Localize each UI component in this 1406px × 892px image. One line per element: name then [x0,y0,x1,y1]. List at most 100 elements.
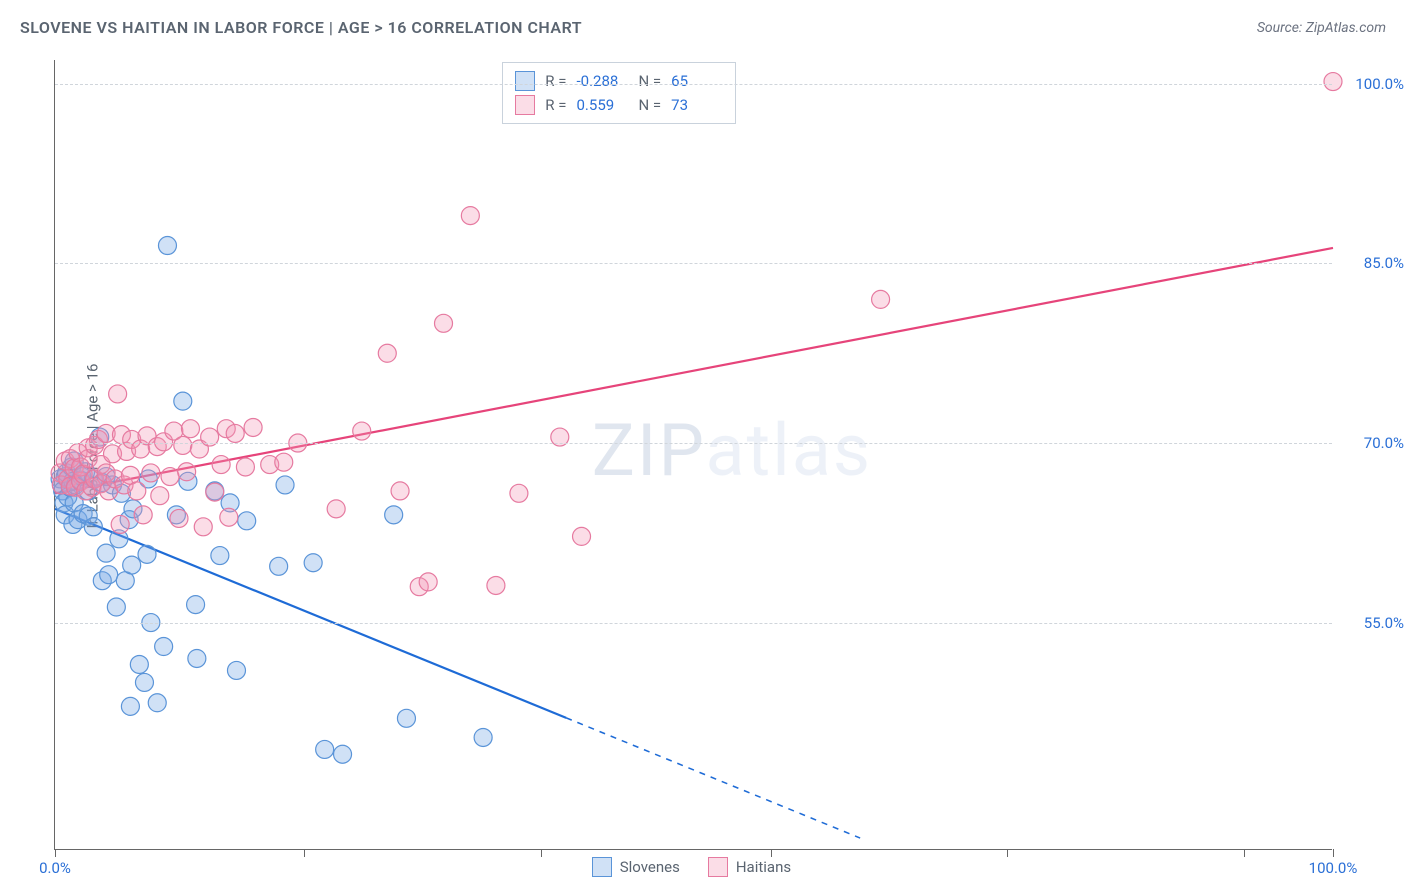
point-haitians [174,436,192,454]
point-slovenes [238,512,256,530]
point-haitians [378,344,396,362]
gridline-h [55,623,1332,624]
chart-title: SLOVENE VS HAITIAN IN LABOR FORCE | AGE … [20,18,582,37]
point-slovenes [397,709,415,727]
point-haitians [170,509,188,527]
chart-source: Source: ZipAtlas.com [1257,20,1386,36]
trend-line-slovenes-dashed [566,718,860,838]
point-slovenes [135,673,153,691]
point-slovenes [123,556,141,574]
point-haitians [275,453,293,471]
point-haitians [128,482,146,500]
xtick [771,849,772,857]
point-slovenes [97,544,115,562]
point-slovenes [121,697,139,715]
xtick [1007,849,1008,857]
r-label: R = [545,93,566,117]
point-haitians [226,424,244,442]
point-slovenes [158,237,176,255]
legend-label-haitians: Haitians [736,858,791,876]
legend: Slovenes Haitians [592,857,791,877]
point-haitians [327,500,345,518]
point-haitians [206,483,224,501]
legend-item-haitians: Haitians [708,857,791,877]
point-haitians [161,468,179,486]
n-value-slovenes: 65 [671,69,723,93]
point-slovenes [107,598,125,616]
point-haitians [353,422,371,440]
n-label: N = [639,69,662,93]
stat-row-haitians: R = 0.559 N = 73 [515,93,723,117]
point-slovenes [304,554,322,572]
point-slovenes [130,655,148,673]
point-haitians [220,508,238,526]
gridline-h [55,84,1332,85]
swatch-haitians [708,857,728,877]
point-haitians [142,464,160,482]
chart-header: SLOVENE VS HAITIAN IN LABOR FORCE | AGE … [20,18,1386,37]
point-slovenes [276,476,294,494]
swatch-haitians [515,95,535,115]
ytick-label: 100.0% [1340,75,1404,93]
point-haitians [419,573,437,591]
point-slovenes [138,545,156,563]
correlation-stats-box: R = -0.288 N = 65 R = 0.559 N = 73 [502,62,736,124]
ytick-label: 85.0% [1340,254,1404,272]
point-haitians [487,576,505,594]
point-haitians [109,385,127,403]
plot-area: ZIPatlas R = -0.288 N = 65 R = 0.559 N =… [54,60,1332,850]
gridline-h [55,443,1332,444]
swatch-slovenes [592,857,612,877]
point-slovenes [334,745,352,763]
point-haitians [194,518,212,536]
ytick-label: 70.0% [1340,434,1404,452]
point-slovenes [148,694,166,712]
legend-label-slovenes: Slovenes [620,858,680,876]
chart-canvas [55,60,1333,850]
point-haitians [111,515,129,533]
point-slovenes [188,649,206,667]
n-value-haitians: 73 [671,93,723,117]
trend-line-slovenes [55,509,566,718]
gridline-h [55,263,1332,264]
point-slovenes [270,557,288,575]
point-slovenes [174,392,192,410]
point-haitians [435,314,453,332]
r-label: R = [545,69,566,93]
point-haitians [244,418,262,436]
legend-item-slovenes: Slovenes [592,857,680,877]
point-slovenes [211,547,229,565]
point-haitians [212,456,230,474]
ytick-label: 55.0% [1340,614,1404,632]
point-haitians [236,458,254,476]
swatch-slovenes [515,71,535,91]
point-haitians [178,463,196,481]
xtick [304,849,305,857]
point-slovenes [474,728,492,746]
xtick-label: 0.0% [39,859,71,877]
point-slovenes [385,506,403,524]
point-haitians [573,527,591,545]
xtick [1244,849,1245,857]
point-slovenes [155,638,173,656]
r-value-slovenes: -0.288 [577,69,629,93]
stat-row-slovenes: R = -0.288 N = 65 [515,69,723,93]
xtick [1333,849,1334,857]
xtick [541,849,542,857]
trend-line-haitians [55,248,1333,493]
n-label: N = [639,93,662,117]
point-haitians [510,484,528,502]
point-haitians [461,207,479,225]
point-haitians [134,506,152,524]
point-haitians [391,482,409,500]
point-haitians [181,420,199,438]
point-haitians [872,290,890,308]
point-slovenes [100,566,118,584]
point-slovenes [84,518,102,536]
point-slovenes [227,661,245,679]
point-slovenes [187,596,205,614]
xtick-label: 100.0% [1309,859,1358,877]
r-value-haitians: 0.559 [577,93,629,117]
point-slovenes [316,740,334,758]
xtick [55,849,56,857]
